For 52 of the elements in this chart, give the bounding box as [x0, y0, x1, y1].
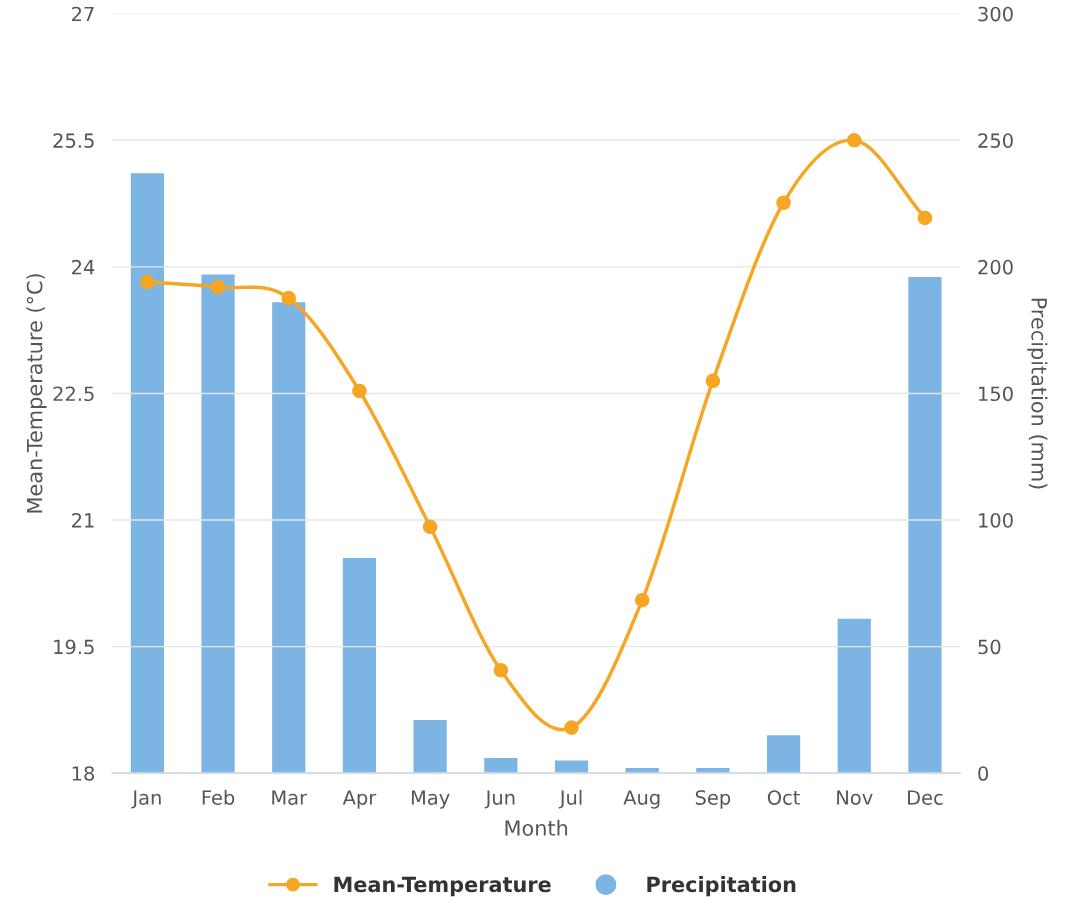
y2-tick-label: 250: [978, 133, 1013, 148]
y-tick-label: 19.5: [54, 639, 94, 655]
x-tick-label: Jul: [558, 789, 582, 809]
bar: [908, 277, 942, 774]
y-axis-title: Mean-Temperature (°C): [26, 274, 47, 513]
point: [210, 279, 226, 295]
point: [564, 720, 579, 735]
bar: [766, 735, 801, 774]
x-tick-label: Apr: [342, 790, 377, 809]
point: [281, 290, 297, 306]
point: [352, 383, 367, 399]
point: [776, 195, 791, 211]
y2-axis-title: Precipitation (mm): [1027, 298, 1048, 489]
y-tick-label: 22.5: [53, 386, 94, 402]
x-tick-label: May: [411, 790, 450, 809]
x-tick-label: Sep: [695, 790, 731, 809]
x-tick-label: Mar: [272, 790, 308, 805]
bar: [272, 302, 306, 774]
x-axis-title: Month: [505, 819, 568, 836]
bar: [837, 618, 871, 774]
point: [422, 519, 438, 535]
x-tick-label: Dec: [908, 790, 943, 805]
bar: [484, 757, 518, 774]
y-tick-label: 25.5: [53, 133, 94, 148]
legend-label: Precipitation: [647, 876, 796, 897]
y2-tick-label: 50: [978, 639, 1001, 655]
point: [846, 133, 862, 148]
bar: [130, 173, 164, 774]
point: [917, 210, 933, 226]
x-tick-label: Nov: [837, 790, 873, 805]
y2-tick-label: 200: [978, 259, 1013, 275]
y-tick-label: 24: [72, 259, 95, 275]
bar: [201, 274, 235, 774]
legend-label: Mean-Temperature: [334, 876, 551, 897]
x-tick-label: Oct: [767, 790, 800, 805]
point: [140, 274, 155, 290]
x-tick-label: Aug: [623, 790, 660, 809]
bar: [342, 558, 377, 774]
y2-tick-label: 0: [978, 766, 989, 781]
bar: [413, 720, 447, 774]
point: [634, 592, 650, 608]
y-tick-label: 18: [72, 766, 95, 781]
y-tick-label: 21: [72, 512, 94, 528]
point: [493, 662, 509, 678]
x-tick-label: Jan: [131, 790, 161, 809]
y-tick-label: 27: [72, 6, 94, 22]
x-tick-label: Jun: [484, 790, 515, 809]
y2-tick-label: 300: [978, 6, 1013, 22]
y2-tick-label: 150: [979, 386, 1013, 402]
x-tick-label: Feb: [202, 789, 235, 805]
point: [705, 373, 721, 389]
y2-tick-label: 100: [979, 512, 1013, 528]
